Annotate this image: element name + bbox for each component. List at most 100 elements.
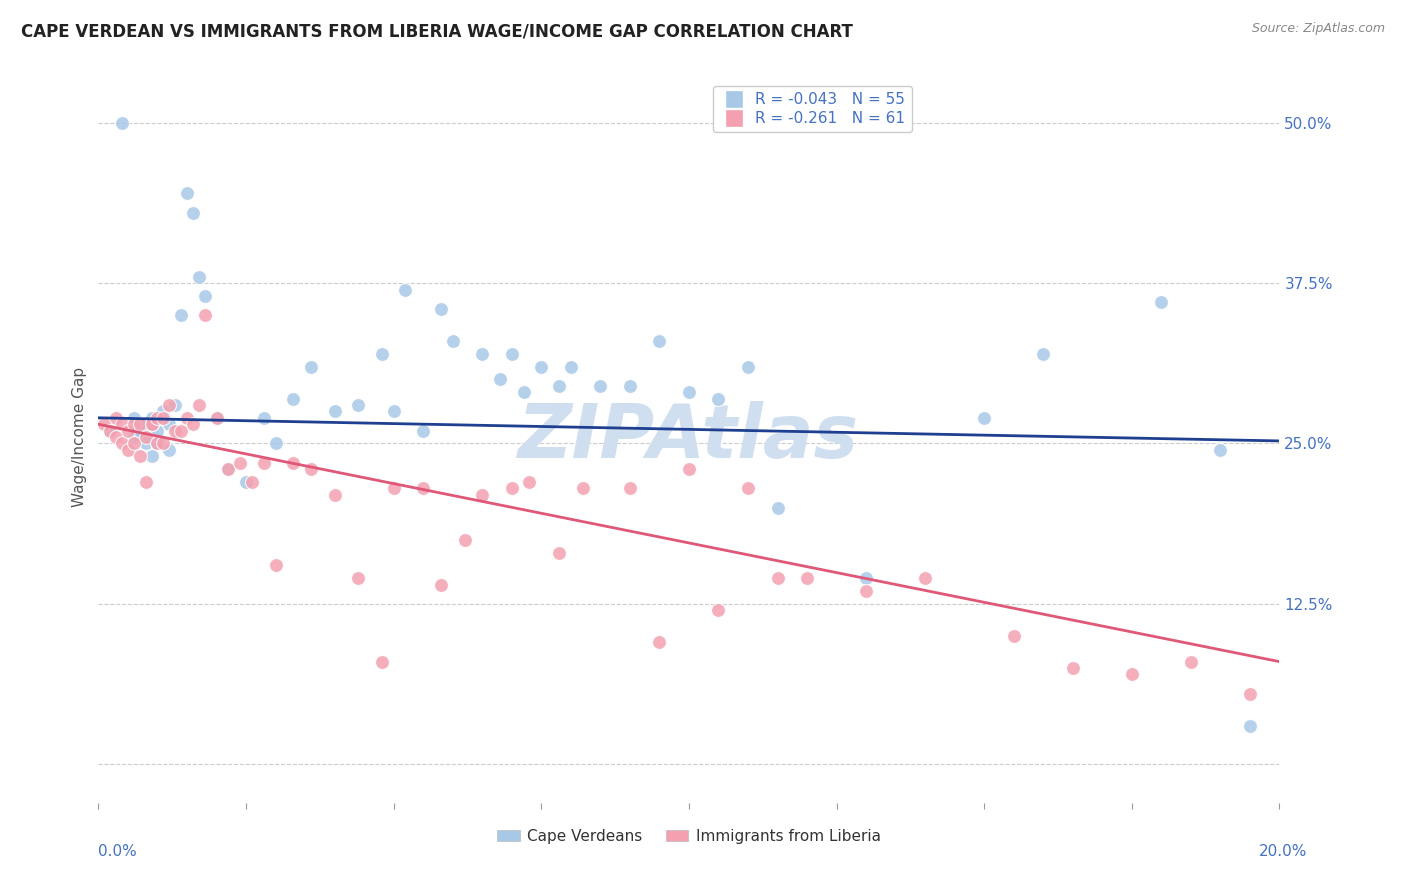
Point <box>170 308 193 322</box>
Text: Source: ZipAtlas.com: Source: ZipAtlas.com <box>1251 22 1385 36</box>
Point <box>253 410 276 425</box>
Point <box>441 334 464 348</box>
Point <box>678 385 700 400</box>
Point <box>152 410 174 425</box>
Point <box>548 545 571 559</box>
Legend: Cape Verdeans, Immigrants from Liberia: Cape Verdeans, Immigrants from Liberia <box>491 822 887 850</box>
Point <box>194 308 217 322</box>
Point <box>122 436 145 450</box>
Text: ZIPAtlas: ZIPAtlas <box>519 401 859 474</box>
Point <box>135 417 157 432</box>
Point <box>111 417 134 432</box>
Point <box>117 424 139 438</box>
Point <box>165 424 187 438</box>
Point <box>217 462 239 476</box>
Point <box>105 410 128 425</box>
Point <box>501 346 523 360</box>
Point <box>135 436 157 450</box>
Point <box>1002 629 1025 643</box>
Point <box>571 482 593 496</box>
Point <box>253 456 276 470</box>
Point <box>122 417 145 432</box>
Point <box>141 410 163 425</box>
Point <box>283 392 305 406</box>
Point <box>157 398 180 412</box>
Point <box>382 404 405 418</box>
Point <box>146 424 169 438</box>
Point <box>157 417 180 432</box>
Point <box>152 404 174 418</box>
Point <box>512 385 534 400</box>
Point <box>796 571 818 585</box>
Point <box>519 475 541 489</box>
Text: CAPE VERDEAN VS IMMIGRANTS FROM LIBERIA WAGE/INCOME GAP CORRELATION CHART: CAPE VERDEAN VS IMMIGRANTS FROM LIBERIA … <box>21 22 853 40</box>
Point <box>141 417 163 432</box>
Point <box>471 346 494 360</box>
Point <box>489 372 512 386</box>
Point <box>194 289 217 303</box>
Point <box>737 482 759 496</box>
Point <box>371 346 394 360</box>
Point <box>299 359 322 374</box>
Text: 0.0%: 0.0% <box>98 845 138 859</box>
Point <box>98 424 121 438</box>
Y-axis label: Wage/Income Gap: Wage/Income Gap <box>72 367 87 508</box>
Point <box>471 488 494 502</box>
Point <box>548 378 571 392</box>
Point <box>855 584 877 599</box>
Point <box>855 571 877 585</box>
Point <box>1239 719 1261 733</box>
Point <box>181 205 204 219</box>
Point <box>382 482 405 496</box>
Point <box>619 482 641 496</box>
Point <box>117 442 139 457</box>
Point <box>648 334 671 348</box>
Point <box>157 442 180 457</box>
Point <box>176 410 198 425</box>
Point <box>648 635 671 649</box>
Point <box>165 398 187 412</box>
Point <box>1032 346 1054 360</box>
Point <box>560 359 582 374</box>
Point <box>619 378 641 392</box>
Point <box>501 482 523 496</box>
Point <box>299 462 322 476</box>
Point <box>141 417 163 432</box>
Text: 20.0%: 20.0% <box>1260 845 1308 859</box>
Point <box>707 603 730 617</box>
Point <box>1062 661 1084 675</box>
Point <box>323 404 346 418</box>
Point <box>412 482 434 496</box>
Point <box>453 533 475 547</box>
Point <box>371 655 394 669</box>
Point <box>122 430 145 444</box>
Point <box>111 116 134 130</box>
Point <box>707 392 730 406</box>
Point <box>205 410 228 425</box>
Point <box>914 571 936 585</box>
Point <box>530 359 553 374</box>
Point <box>105 430 128 444</box>
Point <box>176 186 198 201</box>
Point <box>122 410 145 425</box>
Point <box>430 301 453 316</box>
Point <box>1239 687 1261 701</box>
Point <box>589 378 612 392</box>
Point <box>235 475 257 489</box>
Point <box>1209 442 1232 457</box>
Point <box>128 424 150 438</box>
Point <box>187 398 209 412</box>
Point <box>678 462 700 476</box>
Point <box>187 269 209 284</box>
Point <box>170 424 193 438</box>
Point <box>217 462 239 476</box>
Point <box>766 500 789 515</box>
Point <box>111 436 134 450</box>
Point <box>264 436 287 450</box>
Point <box>141 450 163 464</box>
Point <box>347 398 370 412</box>
Point <box>766 571 789 585</box>
Point <box>347 571 370 585</box>
Point <box>283 456 305 470</box>
Point <box>146 410 169 425</box>
